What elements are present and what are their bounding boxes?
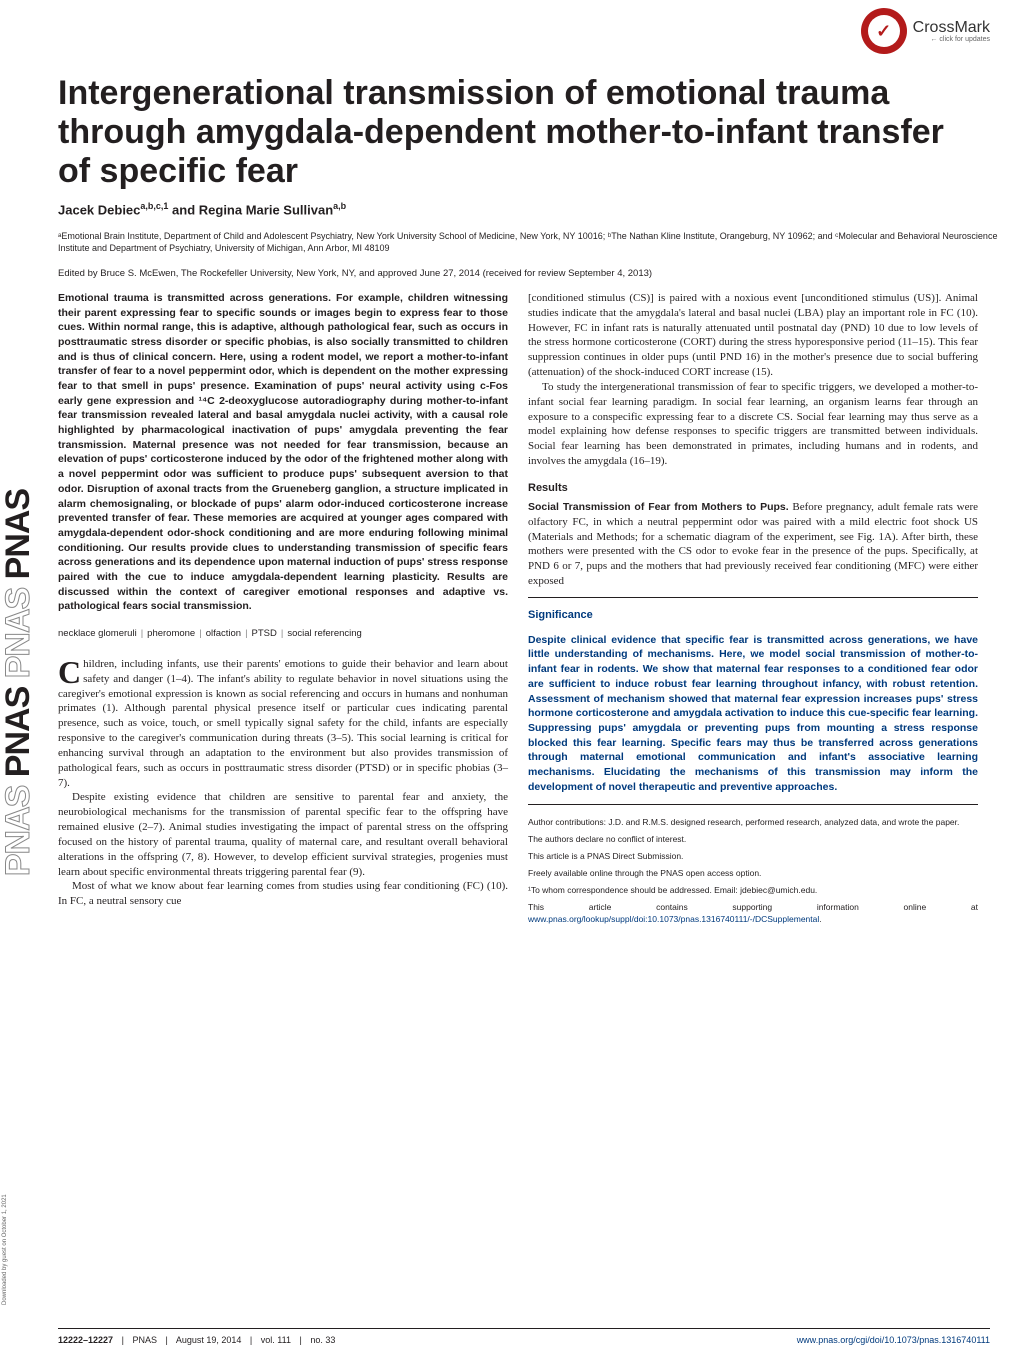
intro-paragraph-4: To study the intergenerational transmiss… [528,380,978,469]
footer-right: www.pnas.org/cgi/doi/10.1073/pnas.131674… [797,1335,990,1345]
body-text-left: Children, including infants, use their p… [58,657,508,909]
author-contributions: Author contributions: J.D. and R.M.S. de… [528,817,978,829]
significance-title: Significance [528,608,978,623]
doi-link[interactable]: www.pnas.org/cgi/doi/10.1073/pnas.131674… [797,1335,990,1345]
two-column-body: Emotional trauma is transmitted across g… [58,291,1000,931]
keywords: necklace glomeruli|pheromone|olfaction|P… [58,628,508,641]
pnas-sidebar: PNAS PNAS PNAS PNAS [0,0,38,1365]
intro-paragraph-2: Despite existing evidence that children … [58,790,508,879]
results-heading: Results [528,481,978,496]
crossmark-icon: ✓ [861,8,907,54]
results-paragraph-1: Social Transmission of Fear from Mothers… [528,500,978,589]
supporting-info: This article contains supporting informa… [528,902,978,926]
correspondence: ¹To whom correspondence should be addres… [528,885,978,897]
si-link[interactable]: www.pnas.org/lookup/suppl/doi:10.1073/pn… [528,914,819,924]
intro-continuation: [conditioned stimulus (CS)] is paired wi… [528,291,978,380]
authors: Jacek Debieca,b,c,1 and Regina Marie Sul… [58,201,1000,217]
footer-left: 12222–12227 | PNAS | August 19, 2014 | v… [58,1335,335,1345]
direct-submission: This article is a PNAS Direct Submission… [528,851,978,863]
footnotes: Author contributions: J.D. and R.M.S. de… [528,817,978,925]
pnas-vertical-logo: PNAS PNAS PNAS PNAS [0,489,39,876]
open-access: Freely available online through the PNAS… [528,868,978,880]
page-content: ✓ CrossMark ← click for updates Intergen… [58,0,1000,1365]
conflict-of-interest: The authors declare no conflict of inter… [528,834,978,846]
article-title: Intergenerational transmission of emotio… [58,74,1000,191]
right-column: [conditioned stimulus (CS)] is paired wi… [528,291,978,931]
crossmark-badge[interactable]: ✓ CrossMark ← click for updates [850,8,990,54]
left-column: Emotional trauma is transmitted across g… [58,291,508,909]
download-note: Downloaded by guest on October 1, 2021 [2,1194,8,1305]
results-body: Social Transmission of Fear from Mothers… [528,500,978,589]
abstract: Emotional trauma is transmitted across g… [58,291,508,614]
crossmark-label: CrossMark [913,20,990,36]
significance-box: Significance Despite clinical evidence t… [528,597,978,805]
edited-by: Edited by Bruce S. McEwen, The Rockefell… [58,268,1000,279]
crossmark-sub: ← click for updates [913,36,990,43]
body-text-right-top: [conditioned stimulus (CS)] is paired wi… [528,291,978,469]
intro-paragraph-3: Most of what we know about fear learning… [58,879,508,909]
page-footer: 12222–12227 | PNAS | August 19, 2014 | v… [58,1328,990,1345]
intro-paragraph-1: Children, including infants, use their p… [58,657,508,791]
affiliations: ᵃEmotional Brain Institute, Department o… [58,230,1000,254]
significance-text: Despite clinical evidence that specific … [528,633,978,795]
